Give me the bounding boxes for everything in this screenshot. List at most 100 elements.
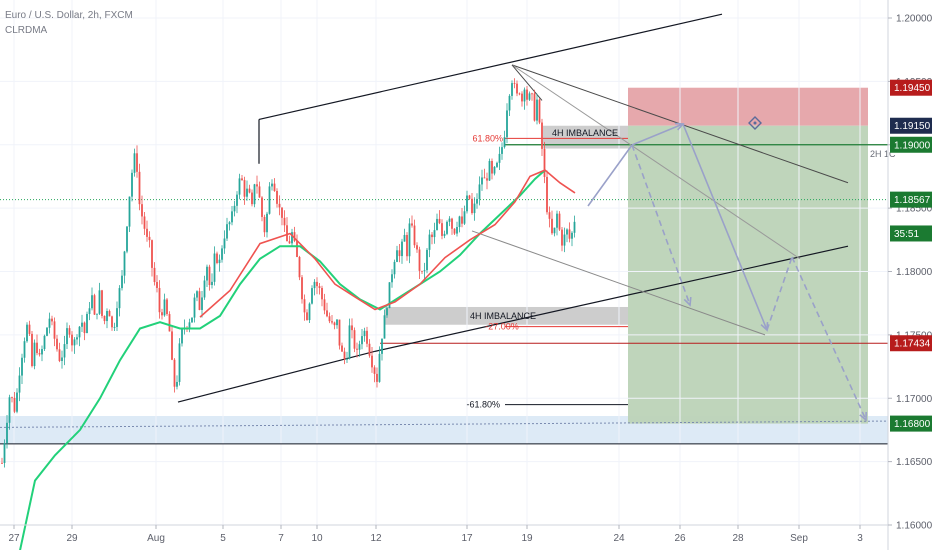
candle-body xyxy=(561,229,563,246)
candle-body xyxy=(398,250,401,257)
candle-body xyxy=(271,183,273,187)
projection-dashed-leg-1 xyxy=(631,144,691,306)
candle-body xyxy=(506,110,508,138)
candle-body xyxy=(353,330,356,349)
candle-body xyxy=(401,241,403,257)
price-tag-label: 1.18567 xyxy=(894,195,931,206)
candle-body xyxy=(426,249,428,271)
projection-dashed-leg-1-head xyxy=(683,296,692,307)
candle-body xyxy=(573,221,576,233)
candle-body xyxy=(221,248,223,260)
candle-body xyxy=(203,280,206,298)
projection-dashed-leg-2 xyxy=(766,256,793,331)
time-tick-label: 29 xyxy=(66,533,78,544)
candle-body xyxy=(208,266,211,286)
candle-body xyxy=(296,240,298,257)
candle-body xyxy=(466,195,468,212)
candle-body xyxy=(26,324,28,342)
candle-body xyxy=(546,176,548,213)
candle-body xyxy=(166,299,168,315)
time-tick-label: 7 xyxy=(278,533,284,544)
candle-body xyxy=(533,93,536,121)
candle-body xyxy=(211,281,213,286)
candle-body xyxy=(141,204,143,217)
candle-body xyxy=(241,178,243,181)
candle-body xyxy=(251,192,253,205)
candle-body xyxy=(36,342,38,354)
indicator-label: CLRDMA xyxy=(5,25,48,36)
candle-body xyxy=(13,397,16,412)
candle-body xyxy=(256,184,258,187)
candle-body xyxy=(553,227,556,234)
candle-body xyxy=(423,270,426,272)
time-tick-label: 26 xyxy=(674,533,686,544)
candle-body xyxy=(118,288,121,309)
candle-body xyxy=(113,326,116,328)
candle-body xyxy=(351,325,353,331)
candle-body xyxy=(131,172,133,197)
candle-body xyxy=(461,216,463,224)
candle-body xyxy=(158,287,161,313)
candle-body xyxy=(96,313,98,315)
projection-up-leg-1 xyxy=(587,144,633,207)
time-tick-label: 27 xyxy=(8,533,20,544)
candle-body xyxy=(308,303,311,321)
candle-body xyxy=(111,316,113,328)
time-tick-label: 3 xyxy=(857,533,863,544)
candle-body xyxy=(93,295,96,315)
candle-body xyxy=(313,281,316,289)
candle-body xyxy=(436,218,438,231)
candle-body xyxy=(326,310,328,317)
candle-body xyxy=(161,312,163,316)
candle-body xyxy=(231,211,233,223)
candle-body xyxy=(146,228,148,237)
candle-body xyxy=(468,195,471,199)
candle-body xyxy=(291,232,293,244)
candle-body xyxy=(258,186,261,198)
candle-body xyxy=(71,334,73,346)
time-tick-label: 17 xyxy=(461,533,473,544)
candle-body xyxy=(136,153,138,172)
candle-body xyxy=(316,281,318,287)
imbalance-label-lower: 4H IMBALANCE xyxy=(470,311,536,321)
candle-body xyxy=(153,267,156,283)
candle-body xyxy=(471,198,473,214)
candle-body xyxy=(473,203,476,214)
candle-body xyxy=(363,330,366,337)
candle-body xyxy=(371,355,373,368)
candle-body xyxy=(233,205,236,212)
wedge-lower-line xyxy=(471,230,766,336)
candle-body xyxy=(443,233,446,236)
price-tick-label: 1.18500 xyxy=(896,204,932,215)
candle-body xyxy=(181,329,183,344)
price-tick-label: 1.17000 xyxy=(896,394,932,405)
price-tick-label: 1.16500 xyxy=(896,457,932,468)
candle-body xyxy=(86,313,88,334)
candle-body xyxy=(128,196,131,227)
time-tick-label: 19 xyxy=(521,533,533,544)
candle-body xyxy=(41,349,43,355)
candle-body xyxy=(293,232,296,241)
candle-body xyxy=(541,122,543,149)
candle-body xyxy=(156,282,158,288)
candles-layer xyxy=(1,78,576,468)
price-tag-box xyxy=(890,191,932,208)
candle-body xyxy=(421,270,423,272)
candle-body xyxy=(46,327,48,336)
candle-body xyxy=(388,282,391,309)
candle-body xyxy=(571,232,573,239)
candle-body xyxy=(178,343,181,382)
candle-body xyxy=(566,229,568,235)
candle-body xyxy=(563,234,566,246)
candle-body xyxy=(411,223,413,226)
support-dotted-line xyxy=(0,420,889,428)
candle-body xyxy=(526,89,528,100)
price-tag-box xyxy=(890,136,932,153)
candle-body xyxy=(173,359,176,387)
candle-body xyxy=(376,373,378,382)
projection-dashed-leg-3-head xyxy=(859,411,867,422)
fib-label-lower: -27.00% xyxy=(485,322,519,332)
